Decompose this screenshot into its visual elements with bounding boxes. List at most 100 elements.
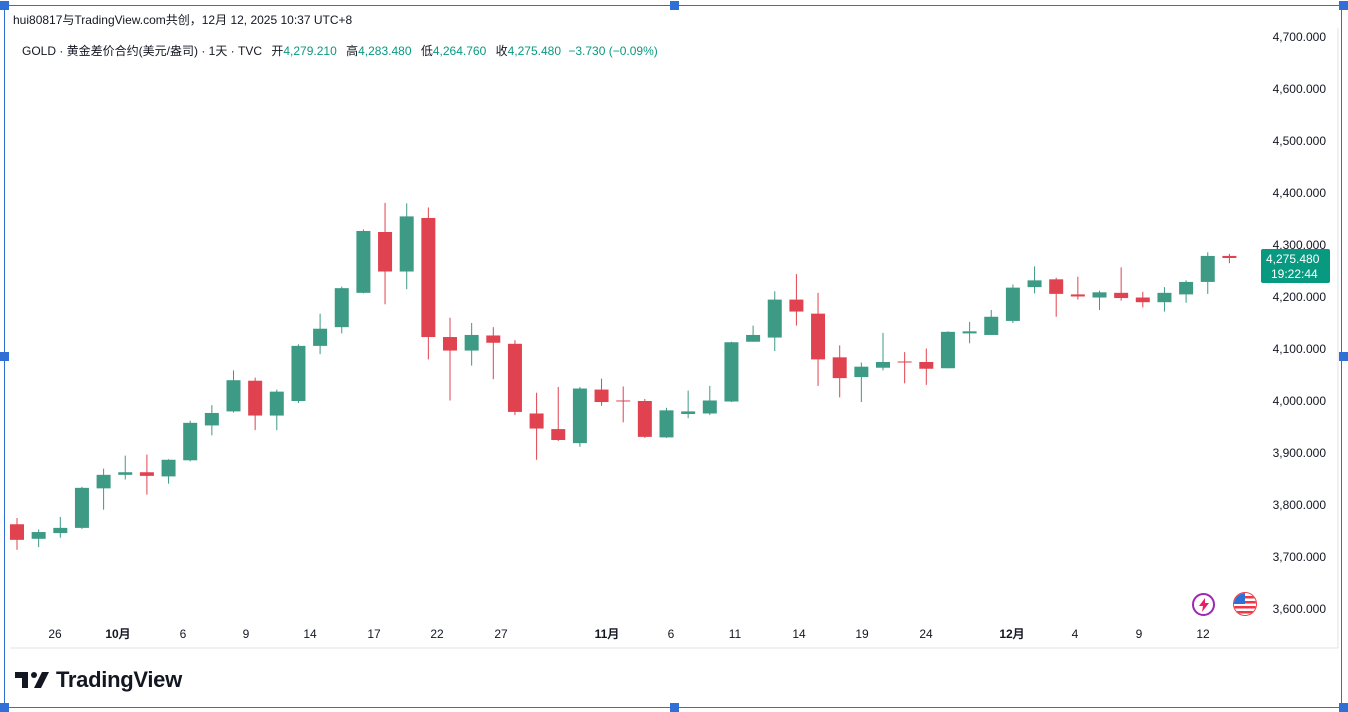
- candle[interactable]: [811, 292, 826, 386]
- candle[interactable]: [1222, 253, 1237, 264]
- candle[interactable]: [724, 341, 739, 403]
- resize-handle-top-left[interactable]: [0, 1, 9, 10]
- price-tick-label: 4,500.000: [1273, 134, 1327, 148]
- candle[interactable]: [1049, 277, 1064, 317]
- candle[interactable]: [897, 352, 912, 384]
- change-value: −3.730 (−0.09%): [568, 44, 658, 58]
- candle[interactable]: [659, 407, 674, 438]
- resize-handle-bottom-center[interactable]: [670, 703, 679, 712]
- candle[interactable]: [183, 420, 198, 462]
- candle[interactable]: [421, 207, 436, 360]
- candle[interactable]: [269, 389, 284, 431]
- candle-body: [31, 532, 46, 539]
- candle[interactable]: [356, 229, 371, 294]
- candle[interactable]: [334, 286, 349, 334]
- candle-body: [1135, 297, 1150, 303]
- candle[interactable]: [940, 331, 955, 369]
- candle[interactable]: [832, 345, 847, 398]
- candle[interactable]: [1179, 280, 1194, 303]
- candle-body: [659, 410, 674, 438]
- resize-handle-middle-right[interactable]: [1339, 352, 1348, 361]
- candle[interactable]: [118, 455, 133, 480]
- candle[interactable]: [594, 378, 609, 406]
- candle[interactable]: [204, 405, 219, 436]
- resize-handle-bottom-left[interactable]: [0, 703, 9, 712]
- candle-body: [118, 472, 133, 475]
- candle[interactable]: [399, 203, 414, 290]
- tradingview-wordmark: TradingView: [56, 667, 182, 692]
- price-badge-price: 4,275.480: [1266, 252, 1320, 266]
- candle[interactable]: [226, 370, 241, 413]
- time-tick-label: 14: [792, 627, 806, 641]
- candle-body: [443, 337, 457, 351]
- candle[interactable]: [876, 332, 890, 371]
- close-value: 4,275.480: [507, 44, 562, 58]
- symbol-title[interactable]: GOLD · 黄金差价合约(美元/盎司) · 1天 · TVC: [22, 44, 263, 58]
- candle[interactable]: [291, 344, 306, 404]
- tradingview-watermark[interactable]: TradingView: [15, 667, 182, 693]
- candle[interactable]: [702, 385, 717, 416]
- time-tick-label: 4: [1072, 627, 1079, 641]
- candle[interactable]: [984, 310, 999, 335]
- time-tick-label: 17: [367, 627, 381, 641]
- candle[interactable]: [1005, 284, 1020, 323]
- close-label: 收: [495, 44, 508, 58]
- us-flag-icon[interactable]: [1233, 592, 1257, 616]
- lightning-icon[interactable]: [1192, 593, 1215, 616]
- candle[interactable]: [854, 362, 869, 403]
- resize-handle-top-right[interactable]: [1339, 1, 1348, 10]
- candle[interactable]: [53, 516, 68, 538]
- resize-handle-bottom-right[interactable]: [1339, 703, 1348, 712]
- candle[interactable]: [161, 459, 176, 484]
- candle[interactable]: [746, 325, 761, 342]
- candle[interactable]: [1157, 287, 1172, 312]
- candle[interactable]: [962, 321, 977, 344]
- candle[interactable]: [919, 348, 934, 385]
- candle[interactable]: [1135, 291, 1150, 308]
- candle-body: [507, 343, 522, 412]
- candle-body: [464, 334, 479, 351]
- candle[interactable]: [616, 386, 631, 423]
- time-tick-label: 10月: [105, 627, 130, 641]
- price-tick-label: 4,700.000: [1273, 30, 1327, 44]
- resize-handle-top-center[interactable]: [670, 1, 679, 10]
- candle[interactable]: [637, 398, 652, 438]
- candle[interactable]: [443, 317, 457, 401]
- candle[interactable]: [139, 454, 154, 495]
- candle[interactable]: [789, 274, 804, 326]
- candle-body: [1092, 292, 1107, 298]
- candle[interactable]: [572, 386, 587, 447]
- candle-body: [74, 487, 89, 528]
- candle[interactable]: [1114, 267, 1129, 301]
- candle[interactable]: [31, 529, 46, 548]
- candle-body: [746, 334, 761, 342]
- candle[interactable]: [313, 313, 328, 355]
- high-value: 4,283.480: [358, 44, 412, 58]
- candle[interactable]: [529, 392, 544, 460]
- resize-handle-middle-left[interactable]: [0, 352, 9, 361]
- candle[interactable]: [681, 390, 696, 419]
- candle[interactable]: [96, 468, 111, 510]
- candle[interactable]: [507, 340, 522, 416]
- candle-body: [940, 331, 955, 369]
- candle[interactable]: [1070, 276, 1085, 300]
- candle[interactable]: [767, 291, 782, 352]
- high-label: 高: [346, 44, 359, 58]
- candle[interactable]: [1200, 252, 1215, 294]
- candle[interactable]: [486, 327, 501, 380]
- candle[interactable]: [248, 377, 263, 431]
- time-tick-label: 14: [303, 627, 317, 641]
- candle-body: [1027, 280, 1042, 288]
- price-axis: 4,700.000 4,600.000 4,500.000 4,400.000 4,30…: [1273, 30, 1327, 616]
- price-tick-label: 4,400.000: [1273, 186, 1327, 200]
- candle[interactable]: [551, 386, 566, 442]
- candle[interactable]: [1092, 290, 1107, 310]
- snapshot-caption: hui80817与TradingView.com共创，12月 12, 2025 …: [13, 13, 353, 27]
- low-value: 4,264.760: [432, 44, 487, 58]
- candle[interactable]: [1027, 266, 1042, 294]
- candle[interactable]: [378, 202, 393, 305]
- candle[interactable]: [464, 323, 479, 366]
- candle[interactable]: [74, 486, 89, 529]
- candle[interactable]: [10, 518, 24, 550]
